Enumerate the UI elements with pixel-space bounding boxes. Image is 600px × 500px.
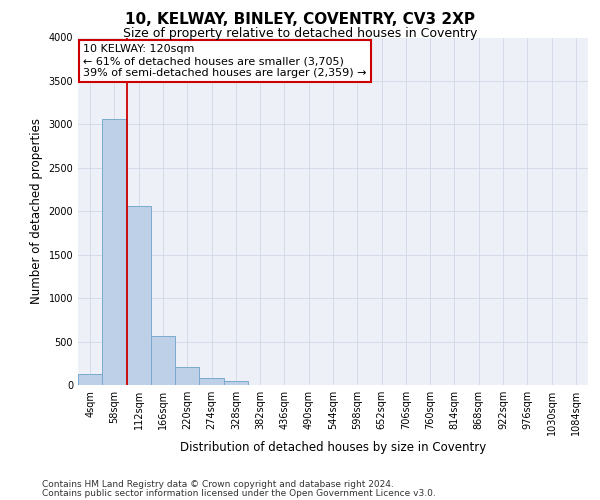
Text: 10, KELWAY, BINLEY, COVENTRY, CV3 2XP: 10, KELWAY, BINLEY, COVENTRY, CV3 2XP [125,12,475,28]
Text: Contains public sector information licensed under the Open Government Licence v3: Contains public sector information licen… [42,488,436,498]
Bar [127,206,151,385]
Bar [199,378,224,385]
Text: 10 KELWAY: 120sqm
← 61% of detached houses are smaller (3,705)
39% of semi-detac: 10 KELWAY: 120sqm ← 61% of detached hous… [83,44,367,78]
Bar [78,374,102,385]
Text: Size of property relative to detached houses in Coventry: Size of property relative to detached ho… [123,28,477,40]
X-axis label: Distribution of detached houses by size in Coventry: Distribution of detached houses by size … [180,440,486,454]
Bar [151,336,175,385]
Bar [102,119,127,385]
Bar [224,380,248,385]
Y-axis label: Number of detached properties: Number of detached properties [30,118,43,304]
Bar [175,367,199,385]
Text: Contains HM Land Registry data © Crown copyright and database right 2024.: Contains HM Land Registry data © Crown c… [42,480,394,489]
